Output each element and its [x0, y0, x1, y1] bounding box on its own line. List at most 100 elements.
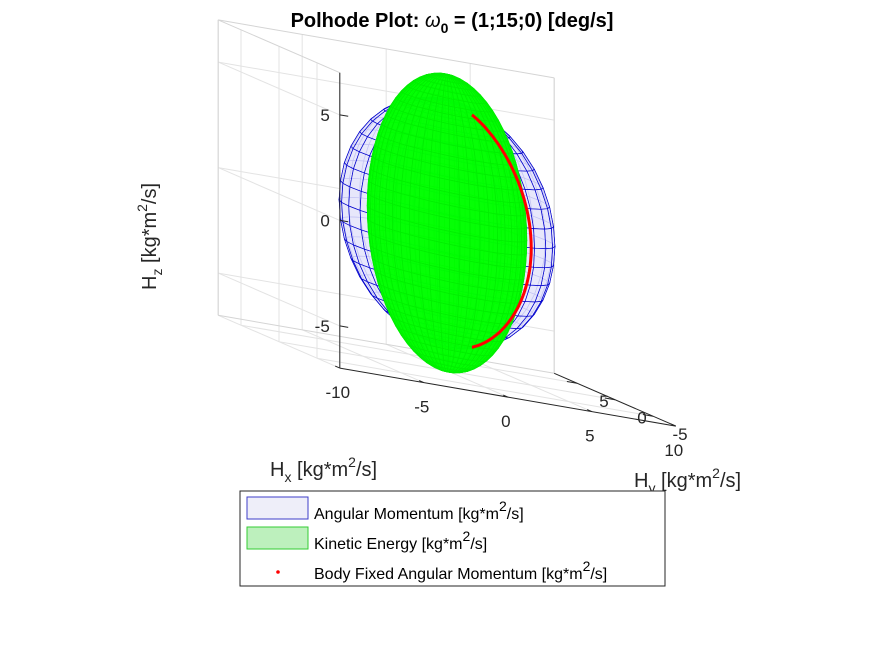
kinetic-energy-ellipsoid-facet [439, 153, 450, 169]
grid-line-wall-yz [218, 167, 340, 221]
kinetic-energy-ellipsoid-facet [458, 181, 470, 198]
kinetic-energy-ellipsoid-facet [488, 238, 498, 254]
x-tick-label: 5 [585, 427, 594, 446]
kinetic-energy-ellipsoid-facet [370, 195, 375, 211]
polhode-curve [470, 113, 533, 349]
kinetic-energy-ellipsoid-facet [458, 283, 470, 298]
kinetic-energy-ellipsoid-facet [457, 157, 469, 172]
grid-line-wall-yz [218, 272, 340, 327]
kinetic-energy-ellipsoid-facet [488, 225, 498, 241]
kinetic-energy-ellipsoid-facet [504, 253, 512, 268]
legend-swatch-angular-momentum [246, 496, 309, 520]
kinetic-energy-ellipsoid-facet [449, 243, 461, 260]
kinetic-energy-ellipsoid-facet [469, 222, 481, 238]
kinetic-energy-ellipsoid-facet [370, 208, 375, 225]
x-tick-label: 0 [501, 412, 510, 431]
kinetic-energy-ellipsoid-facet [504, 240, 513, 255]
legend-swatch-kinetic-energy [246, 526, 309, 550]
kinetic-energy-ellipsoid-facet [408, 221, 420, 238]
kinetic-energy-ellipsoid-facet [467, 285, 479, 300]
kinetic-energy-ellipsoid-facet [468, 260, 480, 276]
kinetic-energy-ellipsoid-facet [468, 273, 480, 288]
kinetic-energy-ellipsoid-facet [467, 171, 479, 187]
z-tick-label: -5 [315, 317, 330, 336]
kinetic-energy-ellipsoid-facet [516, 228, 523, 243]
legend-box [239, 490, 666, 587]
kinetic-energy-ellipsoid-facet [488, 212, 498, 228]
kinetic-energy-ellipsoid-facet [496, 252, 506, 267]
kinetic-energy-ellipsoid-facet [449, 179, 460, 196]
title-omega-subscript: 0 [441, 20, 449, 36]
kinetic-energy-ellipsoid-facet [385, 188, 394, 205]
kinetic-energy-ellipsoid-facet [504, 227, 513, 243]
grid-line-wall-xz [218, 61, 555, 121]
chart-title: Polhode Plot: ω0 = (1;15;0) [deg/s] [291, 10, 614, 36]
axes-lines [335, 72, 676, 427]
kinetic-energy-ellipsoid-facet [466, 296, 478, 311]
legend-label-angular-momentum: Angular Momentum [kg*m2/s] [314, 498, 524, 523]
y-tick-mark [642, 414, 654, 417]
polhode-curve-layer [470, 113, 533, 349]
kinetic-energy-ellipsoid-facet [488, 251, 498, 267]
kinetic-energy-ellipsoid-facet [459, 220, 471, 236]
legend: Angular Momentum [kg*m2/s] Kinetic Energ… [239, 490, 666, 587]
kinetic-energy-ellipsoid-facet [418, 223, 430, 241]
x-tick-mark [335, 365, 340, 369]
kinetic-energy-ellipsoid-facet [510, 215, 518, 230]
z-axis-label: Hz [kg*m2/s] [134, 183, 165, 290]
z-tick-mark [339, 325, 349, 328]
kinetic-energy-ellipsoid-facet [510, 254, 518, 268]
kinetic-energy-ellipsoid-facet [448, 167, 460, 183]
kinetic-energy-ellipsoid-facet [468, 183, 480, 199]
kinetic-energy-ellipsoid-facet [509, 202, 517, 217]
legend-label-body-fixed: Body Fixed Angular Momentum [kg*m2/s] [314, 558, 607, 583]
y-tick-label: 5 [599, 392, 608, 411]
kinetic-energy-ellipsoid-facet [373, 209, 380, 226]
box-edge-back-floor-x [218, 314, 555, 374]
grid-line-wall-yz [218, 61, 340, 116]
y-tick-label: -5 [672, 425, 687, 444]
kinetic-energy-ellipsoid-facet [459, 258, 471, 275]
x-tick-mark [419, 380, 424, 384]
kinetic-energy-ellipsoid-facet [469, 247, 481, 264]
kinetic-energy-ellipsoid-facet [468, 196, 480, 212]
z-tick-mark [339, 219, 349, 223]
x-tick-label: -10 [326, 383, 351, 402]
kinetic-energy-ellipsoid-facet [511, 241, 518, 256]
x-tick-mark [587, 409, 592, 413]
z-tick-mark [339, 114, 349, 117]
x-tick-mark [671, 423, 676, 427]
title-prefix: Polhode Plot: [291, 10, 425, 32]
kinetic-energy-ellipsoid-facet [458, 169, 470, 185]
grid-line-floor-y [316, 357, 654, 417]
kinetic-energy-ellipsoid-facet [478, 262, 489, 278]
kinetic-energy-ellipsoid-facet [479, 236, 490, 253]
box-edge-back-top-y [218, 19, 340, 74]
title-suffix: = (1;15;0) [deg/s] [448, 10, 613, 32]
kinetic-energy-ellipsoid-facet [448, 133, 458, 147]
kinetic-energy-ellipsoid-facet [459, 246, 471, 262]
kinetic-energy-ellipsoid-facet [516, 241, 523, 256]
kinetic-energy-ellipsoid-facet [469, 235, 481, 251]
kinetic-energy-ellipsoid-facet [457, 294, 469, 309]
x-tick-label: -5 [414, 398, 429, 417]
kinetic-energy-ellipsoid-facet [459, 233, 471, 249]
kinetic-energy-ellipsoid-facet [385, 175, 395, 192]
kinetic-energy-ellipsoid-facet [438, 189, 450, 206]
kinetic-energy-ellipsoid-facet [449, 204, 461, 221]
kinetic-energy-ellipsoid [366, 72, 528, 374]
kinetic-energy-ellipsoid-facet [504, 214, 512, 229]
x-axis-label: Hx [kg*m2/s] [270, 454, 377, 485]
kinetic-energy-ellipsoid-facet [428, 213, 440, 230]
kinetic-energy-ellipsoid-facet [478, 197, 489, 214]
kinetic-energy-ellipsoid-facet [449, 192, 461, 209]
kinetic-energy-ellipsoid-facet [495, 265, 505, 280]
kinetic-energy-ellipsoid-facet [449, 256, 461, 273]
kinetic-energy-ellipsoid-facet [459, 194, 471, 210]
kinetic-energy-ellipsoid-facet [469, 209, 481, 225]
kinetic-energy-ellipsoid-facet [439, 165, 450, 181]
kinetic-energy-ellipsoid-facet [458, 271, 470, 287]
kinetic-energy-ellipsoid-facet [479, 249, 490, 265]
kinetic-energy-ellipsoid-facet [379, 186, 387, 203]
